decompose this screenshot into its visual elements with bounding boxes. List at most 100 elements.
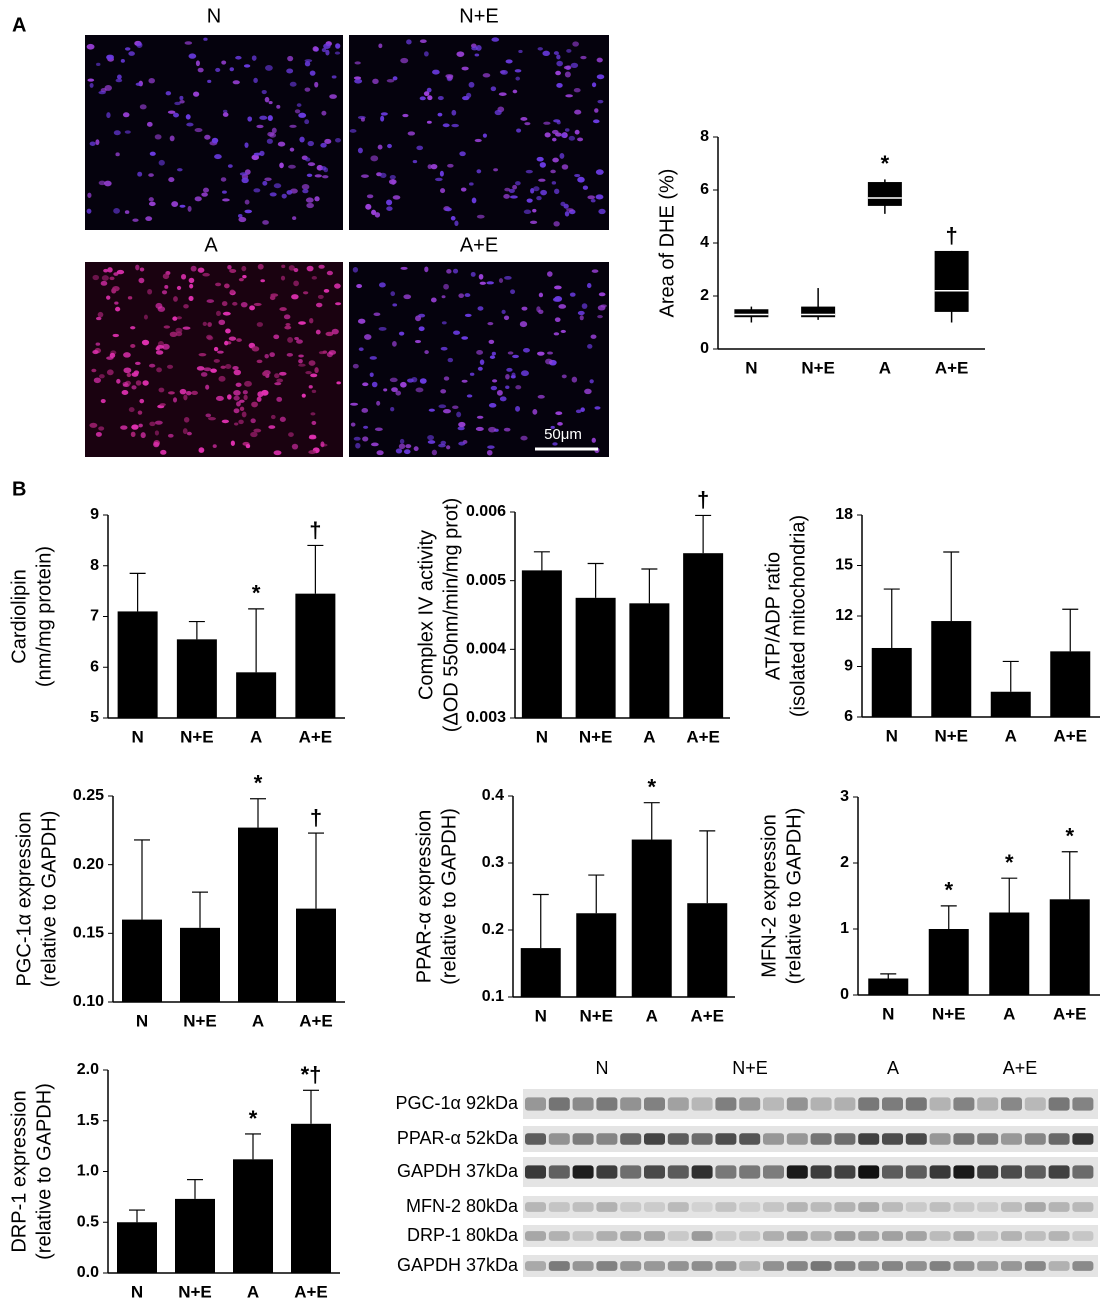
nucleus [335, 43, 341, 49]
blot-band [691, 1165, 713, 1179]
blot-band [858, 1097, 880, 1111]
nucleus [377, 144, 383, 150]
nucleus [398, 331, 405, 336]
y-axis-label: DRP-1 expression [8, 1090, 30, 1252]
nucleus [241, 411, 247, 418]
nucleus [564, 71, 571, 78]
nucleus [349, 129, 357, 133]
nucleus [198, 447, 205, 453]
nucleus [477, 306, 484, 311]
x-tick-label: A [879, 358, 891, 377]
nucleus [500, 70, 508, 75]
blot-band [596, 1133, 618, 1145]
nucleus [482, 73, 491, 78]
nucleus [234, 422, 239, 426]
blot-band [739, 1261, 761, 1271]
blot-band [620, 1133, 642, 1145]
blot-band [596, 1097, 618, 1111]
blot-band [1072, 1097, 1094, 1111]
nucleus [427, 440, 436, 444]
blot-row-label: MFN-2 80kDa [406, 1196, 519, 1216]
nucleus [197, 267, 205, 273]
nucleus [461, 379, 468, 383]
blot-band [644, 1133, 665, 1145]
blot-band [977, 1261, 999, 1271]
nucleus [537, 394, 545, 399]
nucleus [570, 62, 579, 68]
image-label: A+E [460, 234, 498, 256]
blot-band [620, 1097, 642, 1111]
nucleus [415, 387, 424, 393]
nucleus [321, 47, 327, 53]
nucleus [503, 427, 511, 432]
nucleus [551, 181, 557, 185]
x-tick-label: N+E [932, 1004, 966, 1023]
blot-band [1001, 1165, 1022, 1179]
nucleus [229, 67, 235, 72]
nucleus [589, 379, 594, 384]
nucleus [158, 387, 165, 393]
nucleus [482, 133, 487, 138]
nucleus [308, 360, 316, 366]
nucleus [274, 382, 282, 386]
annotation: * [1065, 824, 1074, 849]
nucleus [138, 277, 145, 284]
nucleus [550, 169, 556, 174]
x-tick-label: N [535, 1006, 547, 1025]
annotation: * [254, 771, 263, 796]
nucleus [277, 141, 286, 147]
nucleus [169, 135, 175, 142]
nucleus [236, 401, 241, 407]
nucleus [167, 391, 175, 395]
nucleus [288, 432, 294, 438]
nucleus [380, 172, 387, 178]
nucleus [227, 164, 233, 168]
nucleus [202, 272, 210, 277]
nucleus [594, 406, 601, 410]
y-tick-label: 0 [840, 986, 849, 1003]
nucleus [350, 402, 359, 406]
nucleus [243, 64, 251, 68]
y-tick-label: 2.0 [77, 1061, 99, 1078]
nucleus [228, 336, 237, 341]
nucleus [111, 287, 117, 294]
nucleus [210, 368, 217, 373]
x-tick-label: A+E [935, 358, 969, 377]
nucleus [221, 60, 227, 65]
nucleus [440, 188, 446, 194]
nucleus [400, 57, 409, 64]
nucleus [142, 380, 149, 386]
nucleus [124, 130, 131, 134]
nucleus [205, 384, 210, 390]
nucleus [442, 409, 451, 414]
nucleus [92, 349, 99, 355]
y-tick-label: 6 [844, 708, 853, 725]
nucleus [116, 378, 121, 384]
y-axis-label: MFN-2 expression [758, 814, 780, 977]
nucleus [127, 296, 133, 300]
nucleus [97, 311, 104, 318]
nucleus [225, 328, 231, 334]
nucleus [107, 267, 113, 273]
blot-band [548, 1261, 570, 1271]
blot-band [548, 1231, 570, 1241]
nucleus [457, 426, 465, 431]
box [867, 182, 902, 206]
nucleus [253, 188, 261, 193]
nucleus [109, 352, 116, 358]
nucleus [459, 151, 466, 157]
blot-band [786, 1097, 808, 1111]
nucleus [250, 431, 258, 438]
nucleus [503, 194, 510, 199]
nucleus [173, 112, 179, 118]
nucleus [273, 334, 280, 340]
nucleus [213, 359, 220, 363]
nucleus [506, 367, 513, 372]
blot-band [953, 1165, 975, 1179]
nucleus [120, 58, 125, 63]
nucleus [398, 443, 406, 450]
x-tick-label: N [536, 727, 548, 746]
nucleus [257, 263, 264, 270]
nucleus [287, 336, 294, 343]
nucleus [416, 145, 424, 151]
